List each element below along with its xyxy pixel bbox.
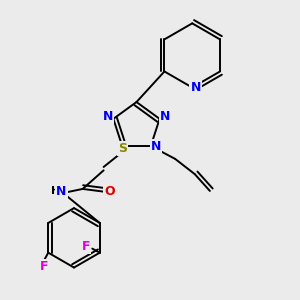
Text: H: H xyxy=(51,186,60,196)
Text: N: N xyxy=(151,140,161,152)
Text: F: F xyxy=(82,240,91,253)
Text: O: O xyxy=(104,185,115,198)
Text: N: N xyxy=(160,110,170,123)
Text: N: N xyxy=(190,81,201,94)
Text: S: S xyxy=(118,142,127,155)
Text: N: N xyxy=(103,110,113,123)
Text: N: N xyxy=(56,185,67,198)
Text: F: F xyxy=(40,260,49,273)
